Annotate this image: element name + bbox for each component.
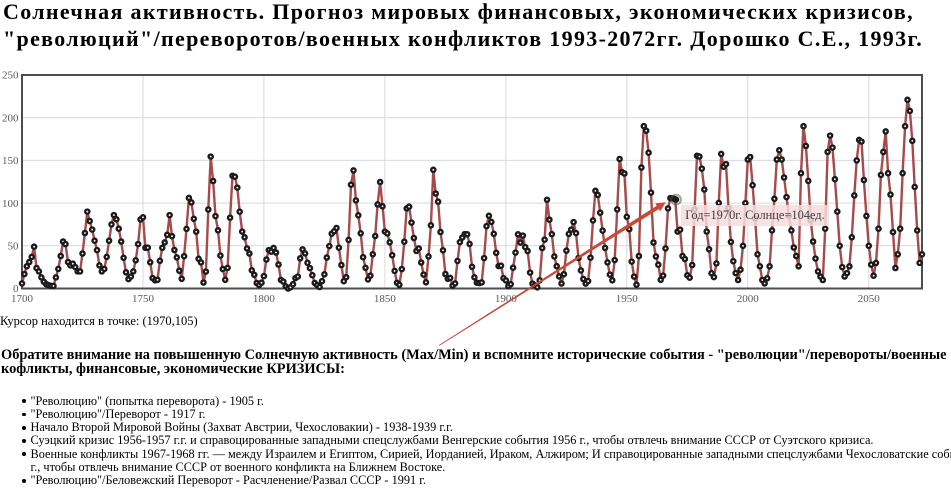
svg-text:50: 50 (8, 241, 20, 253)
svg-text:1800: 1800 (253, 293, 276, 305)
svg-text:100: 100 (2, 198, 19, 210)
svg-text:1700: 1700 (11, 293, 34, 305)
svg-text:1950: 1950 (616, 293, 639, 305)
svg-text:2050: 2050 (858, 293, 881, 305)
svg-text:1850: 1850 (374, 293, 397, 305)
svg-text:1750: 1750 (132, 293, 155, 305)
svg-text:250: 250 (2, 70, 19, 82)
svg-text:150: 150 (2, 155, 19, 167)
svg-text:1900: 1900 (495, 293, 518, 305)
svg-text:2000: 2000 (737, 293, 760, 305)
svg-text:0: 0 (13, 283, 19, 295)
svg-text:200: 200 (2, 112, 19, 124)
